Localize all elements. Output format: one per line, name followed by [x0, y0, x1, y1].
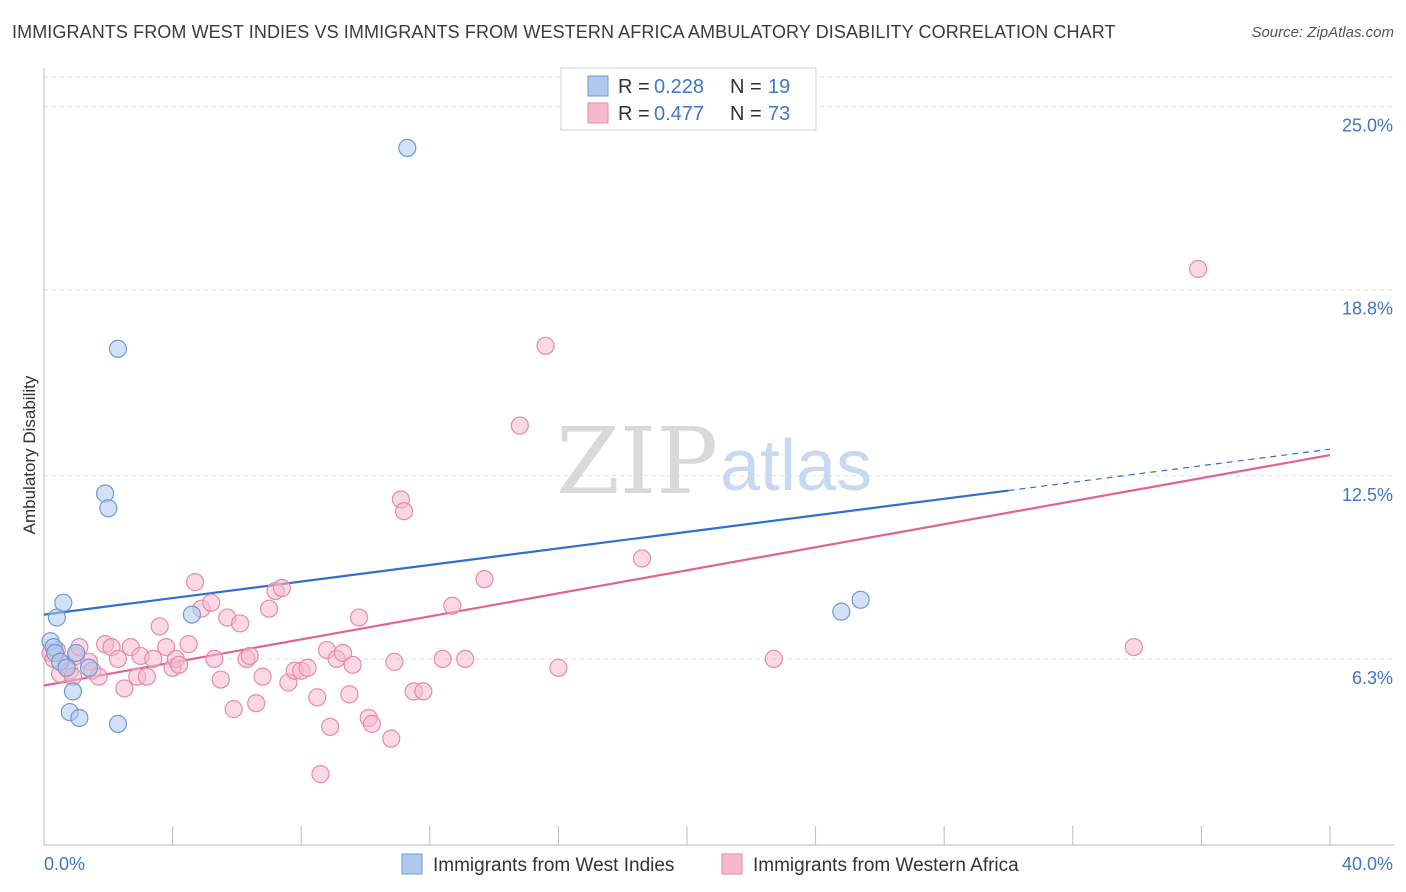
source-label: Source: ZipAtlas.com [1251, 24, 1394, 41]
point-western-africa [108, 649, 128, 669]
point-western-africa [333, 643, 353, 663]
bottom-legend-swatch-blue [401, 853, 423, 875]
legend-box: R = 0.228 N = 19 R = 0.477 N = 73 [560, 67, 817, 131]
point-western-africa [414, 682, 433, 701]
point-western-africa [382, 729, 401, 748]
point-western-africa [475, 570, 494, 589]
point-west-indies [108, 339, 128, 358]
point-western-africa [308, 688, 327, 707]
point-western-africa [536, 336, 555, 355]
legend-swatch-pink [587, 102, 609, 124]
point-west-indies [99, 499, 118, 518]
watermark-zip: ZIP [556, 408, 718, 515]
point-western-africa [433, 649, 452, 669]
point-western-africa [115, 679, 134, 698]
point-western-africa [179, 635, 198, 654]
point-western-africa [137, 667, 156, 686]
trend-line-west-indies [43, 489, 1009, 616]
x-tick-labels: 0.0% 40.0% [44, 854, 1393, 874]
legend-pink-r-label: R = [618, 103, 650, 125]
point-western-africa [259, 599, 279, 618]
point-west-indies [54, 593, 73, 612]
point-western-africa [169, 655, 189, 674]
bottom-legend-item-2: Immigrants from Western Africa [753, 855, 1019, 876]
point-western-africa [272, 578, 292, 598]
bottom-legend-swatch-pink [721, 853, 743, 875]
point-western-africa [340, 685, 359, 704]
point-western-africa [186, 573, 205, 592]
y-tick-label: 18.8% [1342, 299, 1393, 319]
y-tick-label: 25.0% [1342, 116, 1393, 136]
data-points [41, 138, 1208, 784]
point-western-africa [150, 617, 169, 636]
point-west-indies [851, 590, 870, 609]
point-western-africa [205, 649, 224, 669]
legend-blue-r-label: R = [618, 76, 650, 98]
point-western-africa [157, 637, 176, 657]
point-western-africa [247, 694, 266, 713]
point-west-indies [79, 658, 99, 677]
chart-title: IMMIGRANTS FROM WEST INDIES VS IMMIGRANT… [12, 22, 1116, 42]
point-western-africa [456, 649, 475, 669]
axes [43, 68, 1394, 846]
trend-lines [43, 448, 1331, 687]
point-western-africa [253, 667, 272, 686]
point-western-africa [362, 714, 382, 733]
point-west-indies [63, 682, 83, 701]
point-west-indies [95, 484, 115, 503]
point-western-africa [1189, 259, 1208, 279]
point-west-indies [70, 708, 89, 728]
point-western-africa [349, 608, 369, 627]
legend-blue-n-label: N = [730, 76, 762, 98]
point-western-africa [510, 416, 529, 435]
point-western-africa [549, 658, 568, 677]
y-tick-label: 12.5% [1342, 485, 1393, 505]
point-western-africa [443, 596, 462, 615]
point-western-africa [1124, 637, 1143, 657]
legend-swatch-blue [587, 75, 609, 97]
point-western-africa [144, 649, 163, 669]
legend-pink-r: 0.477 [654, 103, 704, 125]
grid-lines [44, 76, 1394, 660]
y-tick-labels: 6.3% 12.5% 18.8% 25.0% [1342, 116, 1393, 688]
point-west-indies [398, 138, 417, 157]
trend-line-western-africa [43, 454, 1331, 687]
x-tick-label: 40.0% [1342, 854, 1393, 874]
point-west-indies [67, 643, 86, 663]
point-western-africa [224, 700, 243, 719]
watermark-atlas: atlas [720, 426, 872, 506]
point-western-africa [343, 655, 362, 674]
x-tick-label: 0.0% [44, 854, 85, 874]
point-western-africa [298, 658, 317, 677]
point-western-africa [321, 717, 340, 736]
point-western-africa [394, 502, 414, 521]
legend-blue-n: 19 [768, 76, 790, 98]
point-western-africa [385, 652, 404, 671]
legend-pink-n: 73 [768, 103, 790, 125]
y-tick-label: 6.3% [1352, 668, 1393, 688]
point-western-africa [764, 649, 783, 669]
point-west-indies [108, 714, 128, 733]
bottom-legend-item-1: Immigrants from West Indies [433, 855, 674, 876]
y-axis-title: Ambulatory Disability [20, 375, 39, 534]
point-western-africa [632, 549, 652, 568]
point-west-indies [182, 605, 201, 624]
point-western-africa [211, 670, 230, 689]
point-west-indies [57, 658, 76, 677]
legend-blue-r: 0.228 [654, 76, 704, 98]
point-western-africa [231, 614, 250, 633]
point-western-africa [311, 765, 330, 784]
point-west-indies [832, 602, 851, 621]
bottom-legend: Immigrants from West Indies Immigrants f… [401, 853, 1019, 876]
point-western-africa [202, 593, 221, 612]
legend-pink-n-label: N = [730, 103, 762, 125]
point-western-africa [240, 646, 259, 666]
